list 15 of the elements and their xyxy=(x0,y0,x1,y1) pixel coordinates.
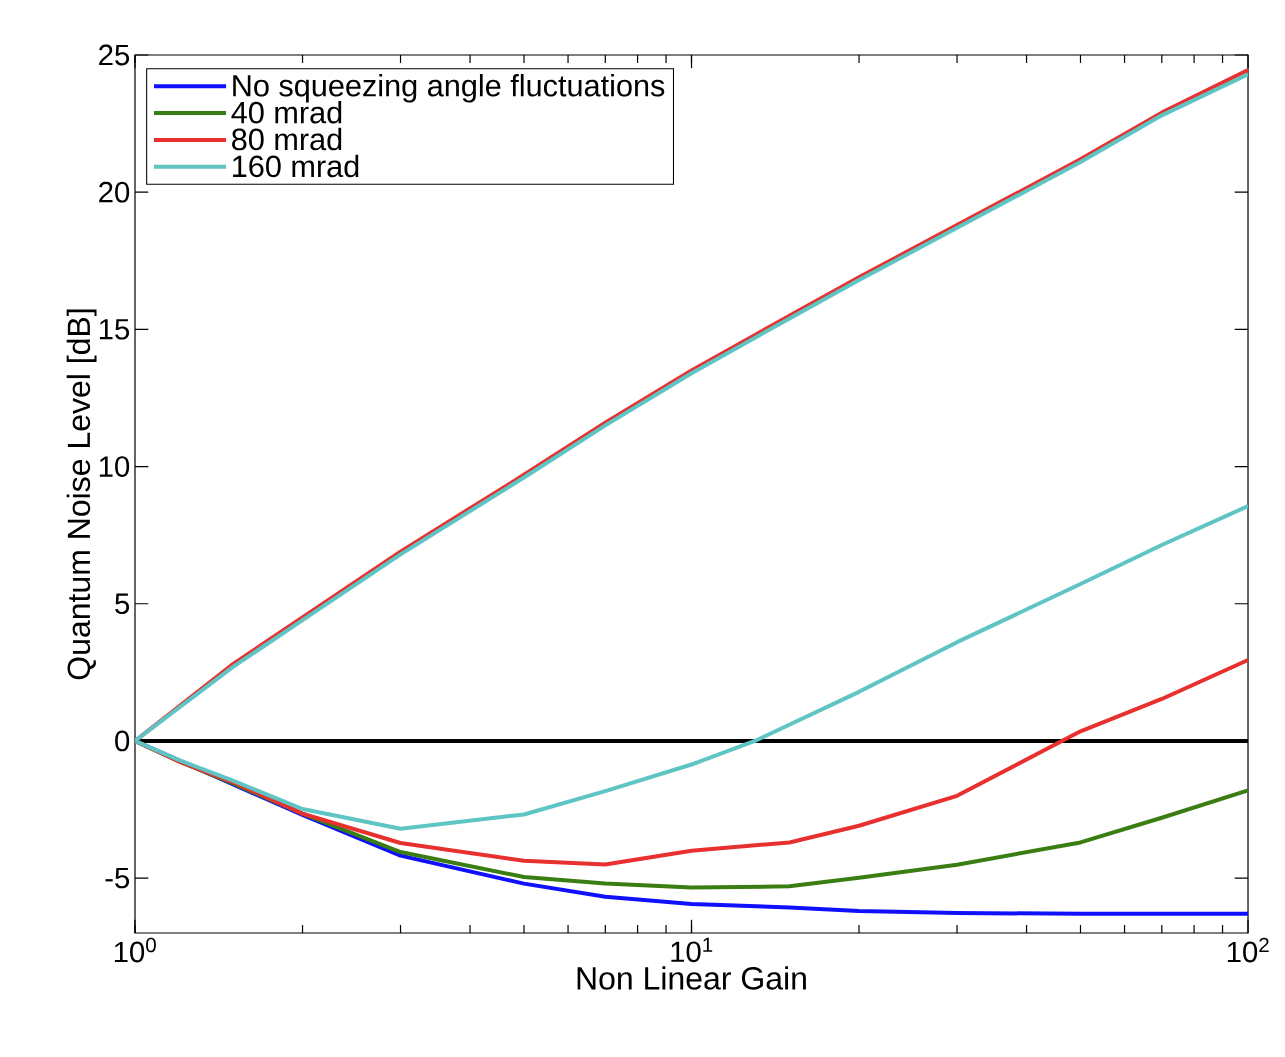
y-tick-label: 10 xyxy=(99,456,130,477)
y-tick-label: 15 xyxy=(99,319,130,340)
y-tick-label: 25 xyxy=(99,44,130,66)
y-tick-label: 0 xyxy=(115,730,130,752)
y-tick-label: -5 xyxy=(105,867,130,889)
y-tick-label: 20 xyxy=(99,181,130,203)
x-tick-label: 10$^{0}$ xyxy=(114,937,156,963)
legend-label: 40 mrad xyxy=(231,100,342,124)
x-tick-label: 10$^{1}$ xyxy=(671,937,713,963)
legend-label: 160 mrad xyxy=(233,154,359,178)
y-tick-label: 5 xyxy=(115,593,130,614)
legend-label: 80 mrad xyxy=(232,127,342,151)
y-axis-title: Quantum Noise Level [dB] xyxy=(66,309,97,680)
x-tick-label: 10$^{2}$ xyxy=(1227,937,1269,963)
x-axis-title: Non Linear Gain xyxy=(577,966,806,990)
